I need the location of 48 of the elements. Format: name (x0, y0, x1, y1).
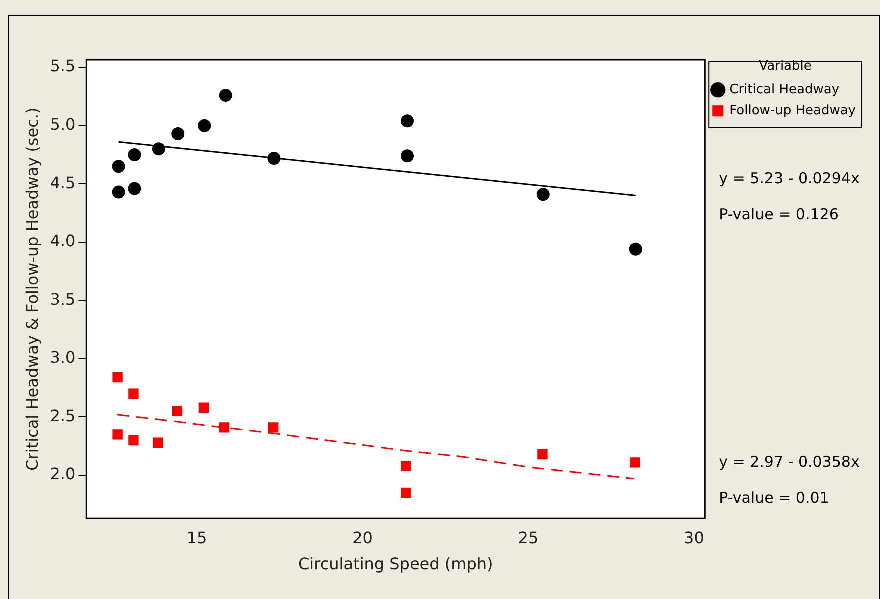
point (112, 186, 126, 199)
point (112, 372, 123, 383)
point (172, 128, 185, 141)
x-axis-title: Circulating Speed (mph) (298, 554, 494, 574)
point (112, 160, 126, 174)
point (128, 182, 142, 196)
point (152, 142, 166, 156)
legend-title: Variable (759, 58, 812, 74)
x-tick-label: 15 (186, 528, 208, 548)
point (128, 388, 139, 399)
point (198, 119, 212, 132)
legend-label: Critical Headway (730, 82, 840, 98)
text: y = 5.23 - 0.0294x (719, 170, 860, 188)
legend-label: Follow-up Headway (730, 103, 856, 118)
point (268, 152, 281, 165)
x-tick-label: 30 (684, 528, 704, 548)
text: P-value = 0.126 (719, 206, 839, 224)
text: P-value = 0.01 (719, 488, 830, 507)
y-tick-label: 4.5 (50, 173, 76, 192)
point (112, 430, 123, 440)
y-tick-label: 2.5 (50, 406, 76, 426)
point (219, 89, 232, 102)
point (268, 422, 279, 433)
point (172, 406, 183, 416)
x-tick-label: 20 (352, 528, 373, 548)
line-series (116, 414, 636, 480)
y-tick-label: 5.0 (50, 115, 76, 134)
y-tick-label: 3.5 (50, 290, 76, 309)
y-axis-title: Critical Headway & Follow-up Headway (sec.) (22, 108, 42, 471)
point (400, 114, 414, 128)
point (219, 422, 230, 433)
y-tick-label: 2.0 (50, 464, 76, 484)
point (401, 461, 412, 472)
x-tick-label: 25 (518, 528, 539, 548)
point (153, 438, 164, 448)
point (128, 435, 139, 446)
text: y = 2.97 - 0.0358x (719, 452, 860, 471)
point (629, 242, 642, 256)
y-tick-label: 4.0 (50, 232, 76, 251)
y-tick-label: 5.5 (50, 56, 76, 76)
point (128, 148, 142, 162)
point (538, 449, 548, 460)
point (536, 188, 550, 202)
point (630, 458, 640, 468)
point (401, 488, 412, 498)
point (198, 402, 210, 413)
y-tick-label: 3.0 (50, 348, 76, 368)
point (400, 150, 414, 163)
